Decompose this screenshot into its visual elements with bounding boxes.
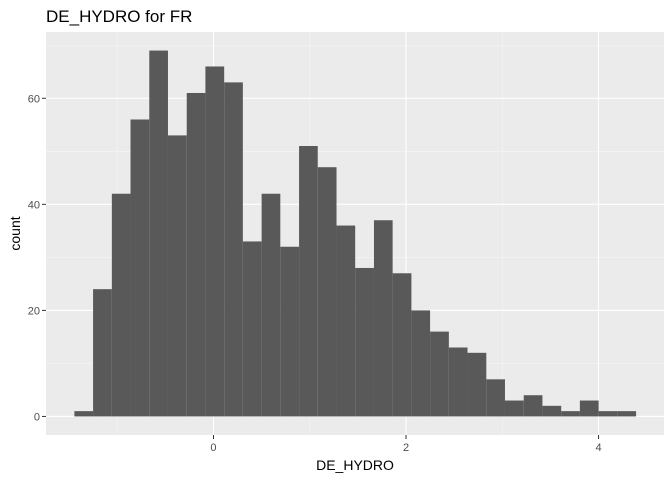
histogram-bar (205, 66, 225, 417)
histogram-bar (280, 246, 300, 417)
histogram-bar (561, 411, 580, 417)
x-tick-label: 4 (595, 442, 601, 454)
histogram-bar (598, 411, 618, 417)
histogram-bar (467, 352, 487, 417)
y-tick-label: 0 (34, 411, 40, 423)
histogram-bar (523, 395, 543, 417)
y-axis-ticks: 0 20 40 60 (28, 93, 46, 423)
histogram-bar (430, 331, 449, 417)
x-axis-ticks: 0 2 4 (210, 435, 602, 454)
y-axis-title: count (7, 216, 23, 250)
histogram-bar (93, 289, 112, 417)
histogram-bar (74, 411, 94, 417)
y-tick-label: 20 (28, 305, 40, 317)
histogram-bar (261, 193, 281, 417)
histogram-bar (486, 379, 505, 417)
histogram-bar (167, 135, 187, 417)
y-tick-label: 60 (28, 93, 40, 105)
histogram-bar (242, 241, 262, 417)
histogram-bar (411, 310, 431, 417)
histogram-bars (74, 50, 637, 417)
histogram-bar (355, 267, 374, 417)
histogram-bar (579, 400, 599, 417)
x-tick-label: 2 (403, 442, 409, 454)
x-tick-label: 0 (210, 442, 216, 454)
histogram-bar (542, 405, 562, 417)
histogram-bar (336, 225, 356, 417)
histogram-bar (504, 400, 524, 417)
x-axis-title: DE_HYDRO (316, 457, 394, 473)
histogram-bar (373, 220, 393, 417)
chart-title: DE_HYDRO for FR (46, 7, 192, 26)
histogram-bar (111, 193, 131, 417)
histogram-bar (448, 347, 468, 417)
histogram-bar (186, 92, 206, 417)
histogram-bar (317, 167, 337, 417)
histogram-bar (130, 119, 150, 417)
histogram-bar (617, 411, 637, 417)
histogram-bar (392, 273, 412, 417)
histogram-bar (299, 146, 318, 417)
histogram-bar (149, 50, 168, 417)
y-tick-label: 40 (28, 199, 40, 211)
histogram-bar (224, 82, 243, 417)
